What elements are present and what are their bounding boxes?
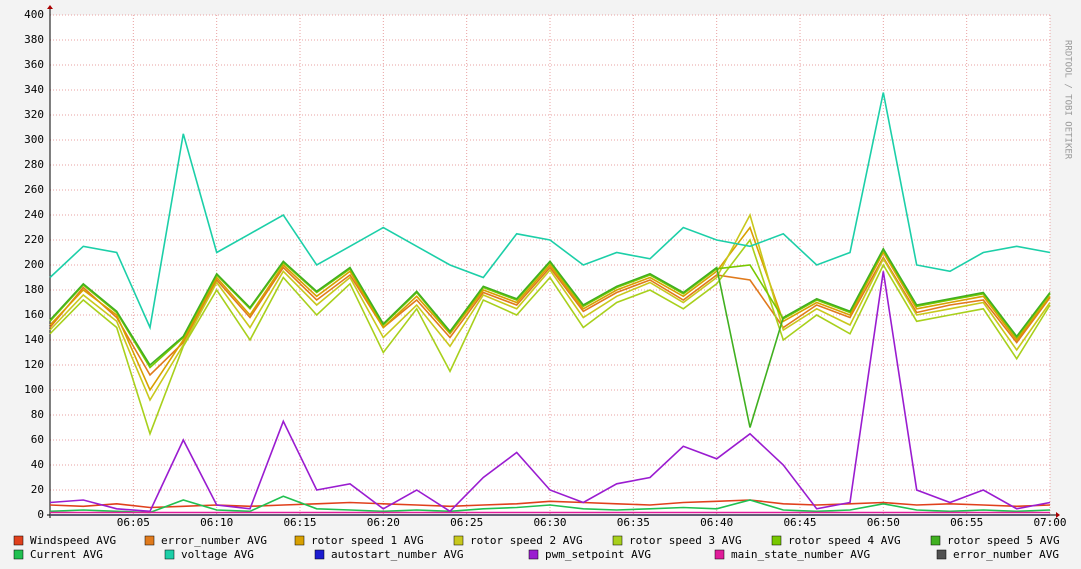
legend-swatch <box>314 549 325 560</box>
legend-label: rotor speed 3 AVG <box>629 534 742 547</box>
y-tick-label: 240 <box>24 208 44 221</box>
y-tick-label: 340 <box>24 83 44 96</box>
y-tick-label: 20 <box>31 483 44 496</box>
y-tick-label: 400 <box>24 8 44 21</box>
series-line <box>49 225 1051 392</box>
x-tick-label: 06:20 <box>367 516 400 529</box>
legend-swatch <box>528 549 539 560</box>
axis-arrow <box>1056 512 1060 518</box>
legend-swatch <box>144 535 155 546</box>
series-line <box>49 247 1051 428</box>
y-tick-label: 80 <box>31 408 44 421</box>
x-tick-label: 06:55 <box>950 516 983 529</box>
series-line <box>49 238 1051 437</box>
y-tick-label: 220 <box>24 233 44 246</box>
legend-swatch <box>13 535 24 546</box>
legend-label: Windspeed AVG <box>30 534 116 547</box>
y-tick-label: 380 <box>24 33 44 46</box>
x-tick-label: 06:35 <box>617 516 650 529</box>
x-tick-label: 06:10 <box>200 516 233 529</box>
y-tick-label: 40 <box>31 458 44 471</box>
x-tick-label: 06:50 <box>867 516 900 529</box>
y-tick-label: 160 <box>24 308 44 321</box>
y-tick-label: 120 <box>24 358 44 371</box>
x-tick-label: 06:25 <box>450 516 483 529</box>
y-tick-label: 0 <box>37 508 44 521</box>
legend-label: autostart_number AVG <box>331 548 463 561</box>
legend-label: main_state_number AVG <box>731 548 870 561</box>
legend-swatch <box>930 535 941 546</box>
x-tick-label: 07:00 <box>1033 516 1066 529</box>
x-tick-label: 06:45 <box>783 516 816 529</box>
y-tick-label: 260 <box>24 183 44 196</box>
legend-swatch <box>13 549 24 560</box>
legend-label: rotor speed 1 AVG <box>311 534 424 547</box>
legend-label: rotor speed 2 AVG <box>470 534 583 547</box>
y-tick-label: 180 <box>24 283 44 296</box>
legend-label: rotor speed 4 AVG <box>788 534 901 547</box>
legend-swatch <box>294 535 305 546</box>
x-tick-label: 06:40 <box>700 516 733 529</box>
legend-label: Current AVG <box>30 548 103 561</box>
series-line <box>49 92 1051 331</box>
axis-arrow <box>47 5 53 9</box>
y-tick-label: 140 <box>24 333 44 346</box>
legend-label: voltage AVG <box>181 548 254 561</box>
legend-label: error_number AVG <box>161 534 267 547</box>
y-tick-label: 100 <box>24 383 44 396</box>
series-line <box>49 495 1051 514</box>
x-tick-label: 06:15 <box>283 516 316 529</box>
legend-swatch <box>714 549 725 560</box>
legend-swatch <box>612 535 623 546</box>
y-tick-label: 200 <box>24 258 44 271</box>
legend-swatch <box>453 535 464 546</box>
series-line <box>49 271 1051 513</box>
y-tick-label: 280 <box>24 158 44 171</box>
legend-swatch <box>771 535 782 546</box>
y-tick-label: 60 <box>31 433 44 446</box>
legend-swatch <box>164 549 175 560</box>
legend-swatch <box>936 549 947 560</box>
watermark: RRDTOOL / TOBI OETIKER <box>1063 40 1073 160</box>
legend-label: error_number AVG <box>953 548 1059 561</box>
x-tick-label: 06:30 <box>533 516 566 529</box>
x-tick-label: 06:05 <box>117 516 150 529</box>
legend-label: rotor speed 5 AVG <box>947 534 1060 547</box>
y-tick-label: 320 <box>24 108 44 121</box>
y-tick-label: 360 <box>24 58 44 71</box>
y-tick-label: 300 <box>24 133 44 146</box>
series-line <box>49 212 1051 402</box>
legend-label: pwm_setpoint AVG <box>545 548 651 561</box>
